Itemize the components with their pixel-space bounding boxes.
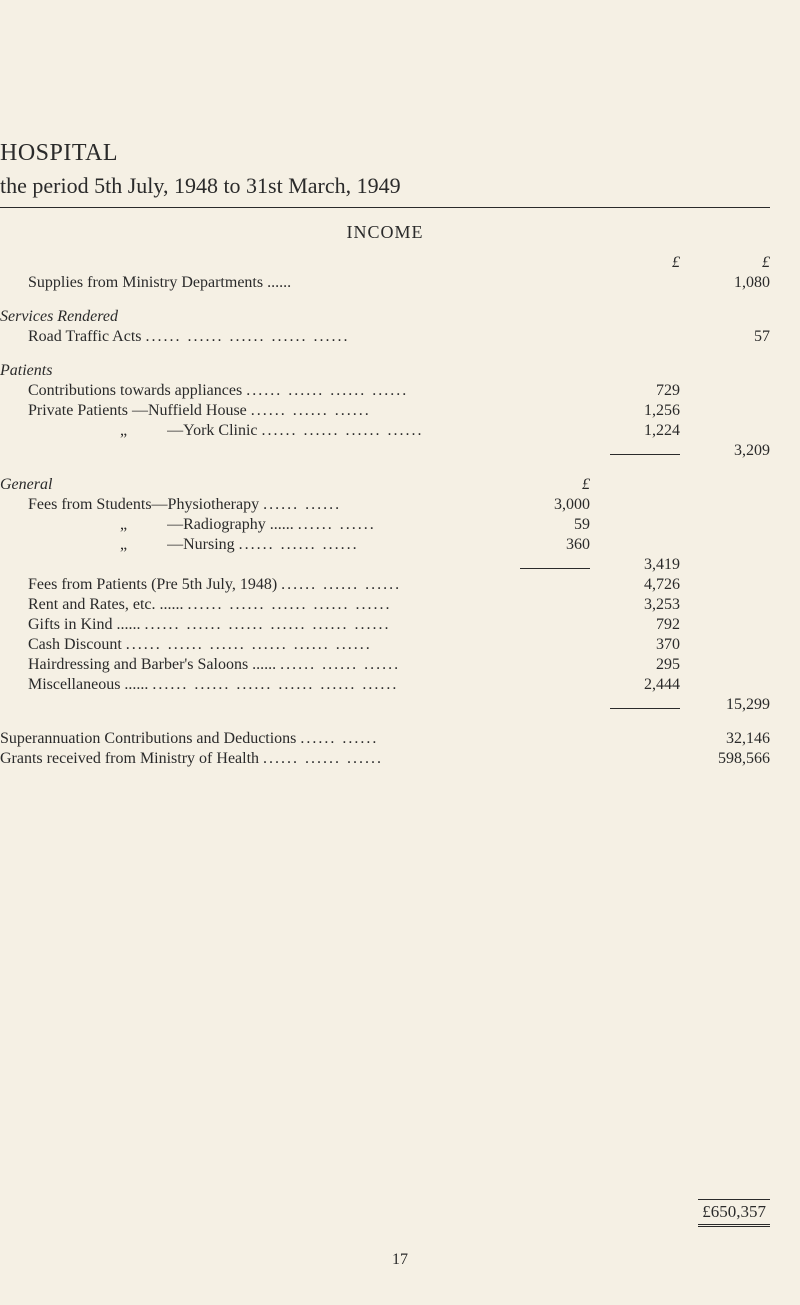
pound-symbol-c: £ [680,253,770,273]
row-road-traffic: Road Traffic Acts ...... ...... ...... .… [0,327,770,347]
row-physio: Fees from Students—Physiotherapy ...... … [0,495,770,515]
services-heading: Services Rendered [0,307,500,327]
val-road-traffic: 57 [680,327,770,347]
label-gifts: Gifts in Kind ...... ...... ...... .....… [0,615,500,635]
row-students-subtotal: 3,419 [0,555,770,575]
val-physio: 3,000 [500,495,590,515]
page-container: HOSPITAL the period 5th July, 1948 to 31… [0,0,800,809]
val-students-subtotal: 3,419 [590,555,680,575]
label-cash: Cash Discount ...... ...... ...... .....… [0,635,500,655]
general-heading: General [0,475,500,495]
label-nuffield: Private Patients —Nuffield House ...... … [0,401,500,421]
label-rent: Rent and Rates, etc. ...... ...... .....… [0,595,500,615]
label-super: Superannuation Contributions and Deducti… [0,729,500,749]
val-radio: 59 [500,515,590,535]
pound-symbol-a: £ [500,475,590,495]
row-patients-heading: Patients [0,361,770,381]
row-fees-patients: Fees from Patients (Pre 5th July, 1948) … [0,575,770,595]
val-contrib: 729 [590,381,680,401]
val-grants: 598,566 [680,749,770,769]
val-cash: 370 [590,635,680,655]
rule-patients [610,454,680,455]
label-grants: Grants received from Ministry of Health … [0,749,500,769]
val-patients-subtotal: 3,209 [680,441,770,461]
currency-row: £ £ [0,253,770,273]
val-nursing: 360 [500,535,590,555]
title-hospital: HOSPITAL [0,140,770,167]
val-fees-patients: 4,726 [590,575,680,595]
row-super: Superannuation Contributions and Deducti… [0,729,770,749]
row-supplies: Supplies from Ministry Departments .....… [0,273,770,293]
row-nuffield: Private Patients —Nuffield House ...... … [0,401,770,421]
rule-general [610,708,680,709]
label-radio: „ —Radiography ...... ...... ...... [0,515,500,535]
patients-heading: Patients [0,361,500,381]
row-patients-subtotal: 3,209 [0,441,770,461]
label-hair: Hairdressing and Barber's Saloons ......… [0,655,500,675]
row-rent: Rent and Rates, etc. ...... ...... .....… [0,595,770,615]
row-gifts: Gifts in Kind ...... ...... ...... .....… [0,615,770,635]
val-general-subtotal: 15,299 [680,695,770,715]
val-supplies: 1,080 [680,273,770,293]
row-york: „ —York Clinic ...... ...... ...... ....… [0,421,770,441]
val-hair: 295 [590,655,680,675]
income-table: £ £ Supplies from Ministry Departments .… [0,253,770,769]
val-rent: 3,253 [590,595,680,615]
row-hair: Hairdressing and Barber's Saloons ......… [0,655,770,675]
val-nuffield: 1,256 [590,401,680,421]
val-gifts: 792 [590,615,680,635]
label-fees-patients: Fees from Patients (Pre 5th July, 1948) … [0,575,500,595]
title-period: the period 5th July, 1948 to 31st March,… [0,173,770,199]
rule-students [520,568,590,569]
page-number: 17 [0,1251,800,1269]
row-general-heading: General £ [0,475,770,495]
row-contrib: Contributions towards appliances ...... … [0,381,770,401]
label-road-traffic: Road Traffic Acts ...... ...... ...... .… [0,327,500,347]
income-heading: INCOME [0,222,770,243]
row-radio: „ —Radiography ...... ...... ...... 59 [0,515,770,535]
val-york: 1,224 [590,421,680,441]
row-general-subtotal: 15,299 [0,695,770,715]
label-supplies: Supplies from Ministry Departments .....… [0,273,500,293]
row-grants: Grants received from Ministry of Health … [0,749,770,769]
grand-total: £650,357 [698,1199,770,1227]
row-services-heading: Services Rendered [0,307,770,327]
row-nursing: „ —Nursing ...... ...... ...... 360 [0,535,770,555]
label-physio: Fees from Students—Physiotherapy ...... … [0,495,500,515]
label-contrib: Contributions towards appliances ...... … [0,381,500,401]
label-misc: Miscellaneous ...... ...... ...... .....… [0,675,500,695]
val-misc: 2,444 [590,675,680,695]
val-super: 32,146 [680,729,770,749]
pound-symbol-b: £ [590,253,680,273]
row-cash: Cash Discount ...... ...... ...... .....… [0,635,770,655]
horizontal-rule [0,207,770,208]
label-nursing: „ —Nursing ...... ...... ...... [0,535,500,555]
label-york: „ —York Clinic ...... ...... ...... ....… [0,421,500,441]
row-misc: Miscellaneous ...... ...... ...... .....… [0,675,770,695]
